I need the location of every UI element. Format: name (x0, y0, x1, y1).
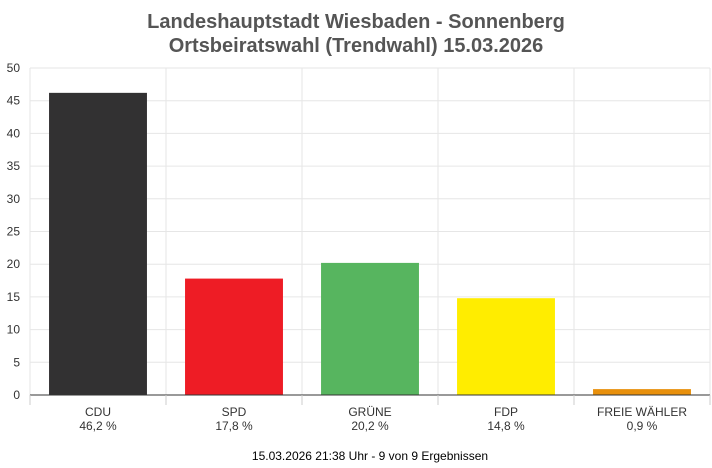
chart-subtitle: Ortsbeiratswahl (Trendwahl) 15.03.2026 (169, 35, 544, 57)
y-tick-label: 45 (7, 94, 21, 108)
x-category-label: CDU (85, 405, 111, 419)
x-percent-label: 14,8 % (487, 419, 525, 433)
y-axis: 0 5 10 15 20 25 30 35 40 45 50 (7, 61, 21, 402)
x-percent-label: 0,9 % (627, 419, 658, 433)
x-category-label: SPD (222, 405, 247, 419)
x-percent-label: 20,2 % (351, 419, 389, 433)
chart-title: Landeshauptstadt Wiesbaden - Sonnenberg (147, 11, 565, 33)
bar-spd (185, 278, 283, 395)
y-tick-label: 20 (7, 257, 21, 271)
x-percent-label: 17,8 % (215, 419, 253, 433)
bar-freie-wähler (593, 389, 691, 395)
y-tick-label: 30 (7, 192, 21, 206)
bars (49, 92, 691, 396)
y-tick-label: 50 (7, 61, 21, 75)
y-tick-label: 0 (13, 388, 20, 402)
footer-note: 15.03.2026 21:38 Uhr - 9 von 9 Ergebniss… (252, 449, 488, 463)
bar-cdu (49, 92, 147, 396)
x-category-label: GRÜNE (348, 405, 391, 419)
x-category-label: FREIE WÄHLER (597, 405, 687, 419)
y-tick-label: 40 (7, 126, 21, 140)
y-tick-label: 5 (13, 355, 20, 369)
y-tick-label: 10 (7, 323, 21, 337)
y-tick-label: 25 (7, 225, 21, 239)
y-tick-label: 35 (7, 159, 21, 173)
bar-fdp (457, 298, 555, 395)
y-tick-label: 15 (7, 290, 21, 304)
x-category-label: FDP (494, 405, 518, 419)
x-percent-label: 46,2 % (79, 419, 117, 433)
bar-grüne (321, 262, 419, 395)
